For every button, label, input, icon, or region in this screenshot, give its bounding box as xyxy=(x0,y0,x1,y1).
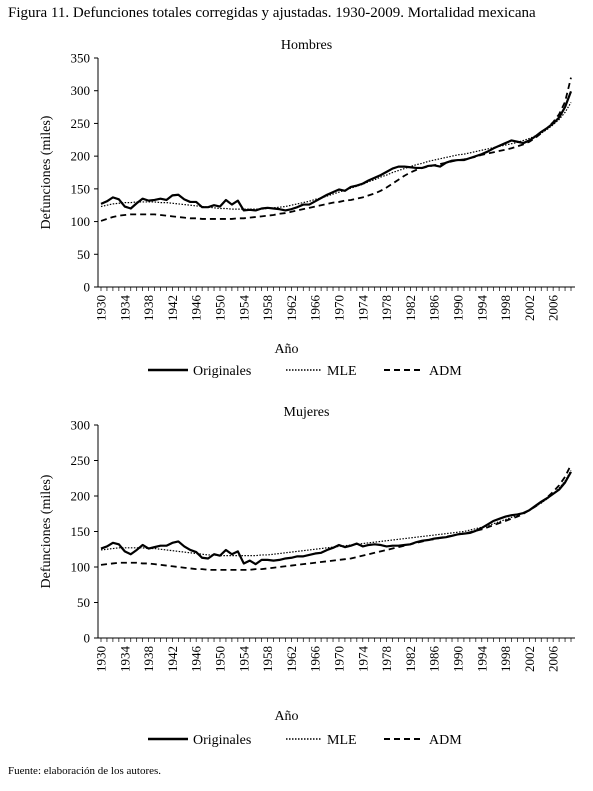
x-tick-label: 1962 xyxy=(284,646,299,672)
y-tick-label: 250 xyxy=(71,116,91,131)
x-tick-label: 1982 xyxy=(403,295,418,321)
x-tick-label: 1962 xyxy=(284,295,299,321)
x-tick-label: 1930 xyxy=(94,646,109,672)
y-axis-title: Defunciones (miles) xyxy=(39,474,54,588)
x-tick-label: 1934 xyxy=(117,295,132,322)
x-tick-label: 1946 xyxy=(189,295,204,322)
legend-label-mle: MLE xyxy=(327,364,357,379)
x-tick-label: 1930 xyxy=(94,295,109,321)
x-tick-label: 1986 xyxy=(427,295,442,322)
y-tick-label: 150 xyxy=(71,524,91,539)
series-line-mle xyxy=(100,470,572,557)
figure-title: Figura 11. Defunciones totales corregida… xyxy=(8,5,536,21)
y-tick-label: 250 xyxy=(71,453,91,468)
x-tick-label: 1954 xyxy=(236,646,251,673)
series-line-originales xyxy=(100,471,572,566)
x-tick-label: 1970 xyxy=(331,295,346,321)
y-tick-label: 300 xyxy=(71,418,91,433)
x-tick-label: 2006 xyxy=(546,295,561,322)
source-note: Fuente: elaboración de los autores. xyxy=(8,765,162,777)
x-tick-label: 1954 xyxy=(236,295,251,322)
x-tick-label: 1990 xyxy=(450,646,465,672)
y-tick-label: 350 xyxy=(71,51,91,66)
x-tick-label: 2006 xyxy=(546,646,561,673)
y-axis-title: Defunciones (miles) xyxy=(39,115,54,229)
x-tick-label: 1978 xyxy=(379,646,394,672)
y-tick-label: 100 xyxy=(71,214,91,229)
x-tick-label: 1938 xyxy=(141,295,156,321)
x-tick-label: 2002 xyxy=(522,646,537,672)
y-tick-label: 50 xyxy=(77,247,90,262)
y-tick-label: 0 xyxy=(84,280,91,295)
chart-hombres: Hombres 0 50 100 150 200 250 300 350 1930 1934 1938… xyxy=(39,38,575,379)
legend-label-adm: ADM xyxy=(429,364,462,379)
y-tick-label: 200 xyxy=(71,149,91,164)
x-tick-label: 1942 xyxy=(165,646,180,672)
y-tick-label: 50 xyxy=(77,595,90,610)
chart-title: Mujeres xyxy=(284,405,330,420)
x-tick-label: 1970 xyxy=(331,646,346,672)
x-tick-label: 1998 xyxy=(498,295,513,321)
y-tick-label: 150 xyxy=(71,181,91,196)
x-tick-label: 1974 xyxy=(355,646,370,673)
legend-label-adm: ADM xyxy=(429,733,462,748)
x-tick-label: 1974 xyxy=(355,295,370,322)
legend-label-originales: Originales xyxy=(193,733,251,748)
x-tick-label: 1942 xyxy=(165,295,180,321)
x-tick-label: 1950 xyxy=(212,646,227,672)
x-tick-label: 1982 xyxy=(403,646,418,672)
x-tick-label: 1950 xyxy=(212,295,227,321)
series-line-adm xyxy=(100,77,572,222)
x-tick-label: 2002 xyxy=(522,295,537,321)
chart-mujeres: Mujeres 0 50 100 150 200 250 300 1930 1934 1938 194… xyxy=(39,405,575,748)
x-axis-title: Año xyxy=(274,342,298,357)
x-tick-label: 1978 xyxy=(379,295,394,321)
x-tick-label: 1994 xyxy=(474,646,489,673)
legend-label-mle: MLE xyxy=(327,733,357,748)
series-line-originales xyxy=(100,90,573,212)
y-tick-label: 100 xyxy=(71,560,91,575)
x-tick-label: 1934 xyxy=(117,646,132,673)
y-tick-label: 0 xyxy=(84,631,91,646)
x-tick-label: 1966 xyxy=(308,646,323,673)
x-tick-label: 1938 xyxy=(141,646,156,672)
x-axis-title: Año xyxy=(274,709,298,724)
chart-title: Hombres xyxy=(281,38,332,53)
x-tick-label: 1986 xyxy=(427,646,442,673)
y-tick-label: 200 xyxy=(71,489,91,504)
y-tick-label: 300 xyxy=(71,83,91,98)
x-tick-label: 1990 xyxy=(450,295,465,321)
series-line-mle xyxy=(100,102,572,210)
x-tick-label: 1994 xyxy=(474,295,489,322)
x-tick-label: 1958 xyxy=(260,646,275,672)
x-tick-label: 1958 xyxy=(260,295,275,321)
x-tick-label: 1998 xyxy=(498,646,513,672)
x-tick-label: 1966 xyxy=(308,295,323,322)
legend-label-originales: Originales xyxy=(193,364,251,379)
x-tick-label: 1946 xyxy=(189,646,204,673)
